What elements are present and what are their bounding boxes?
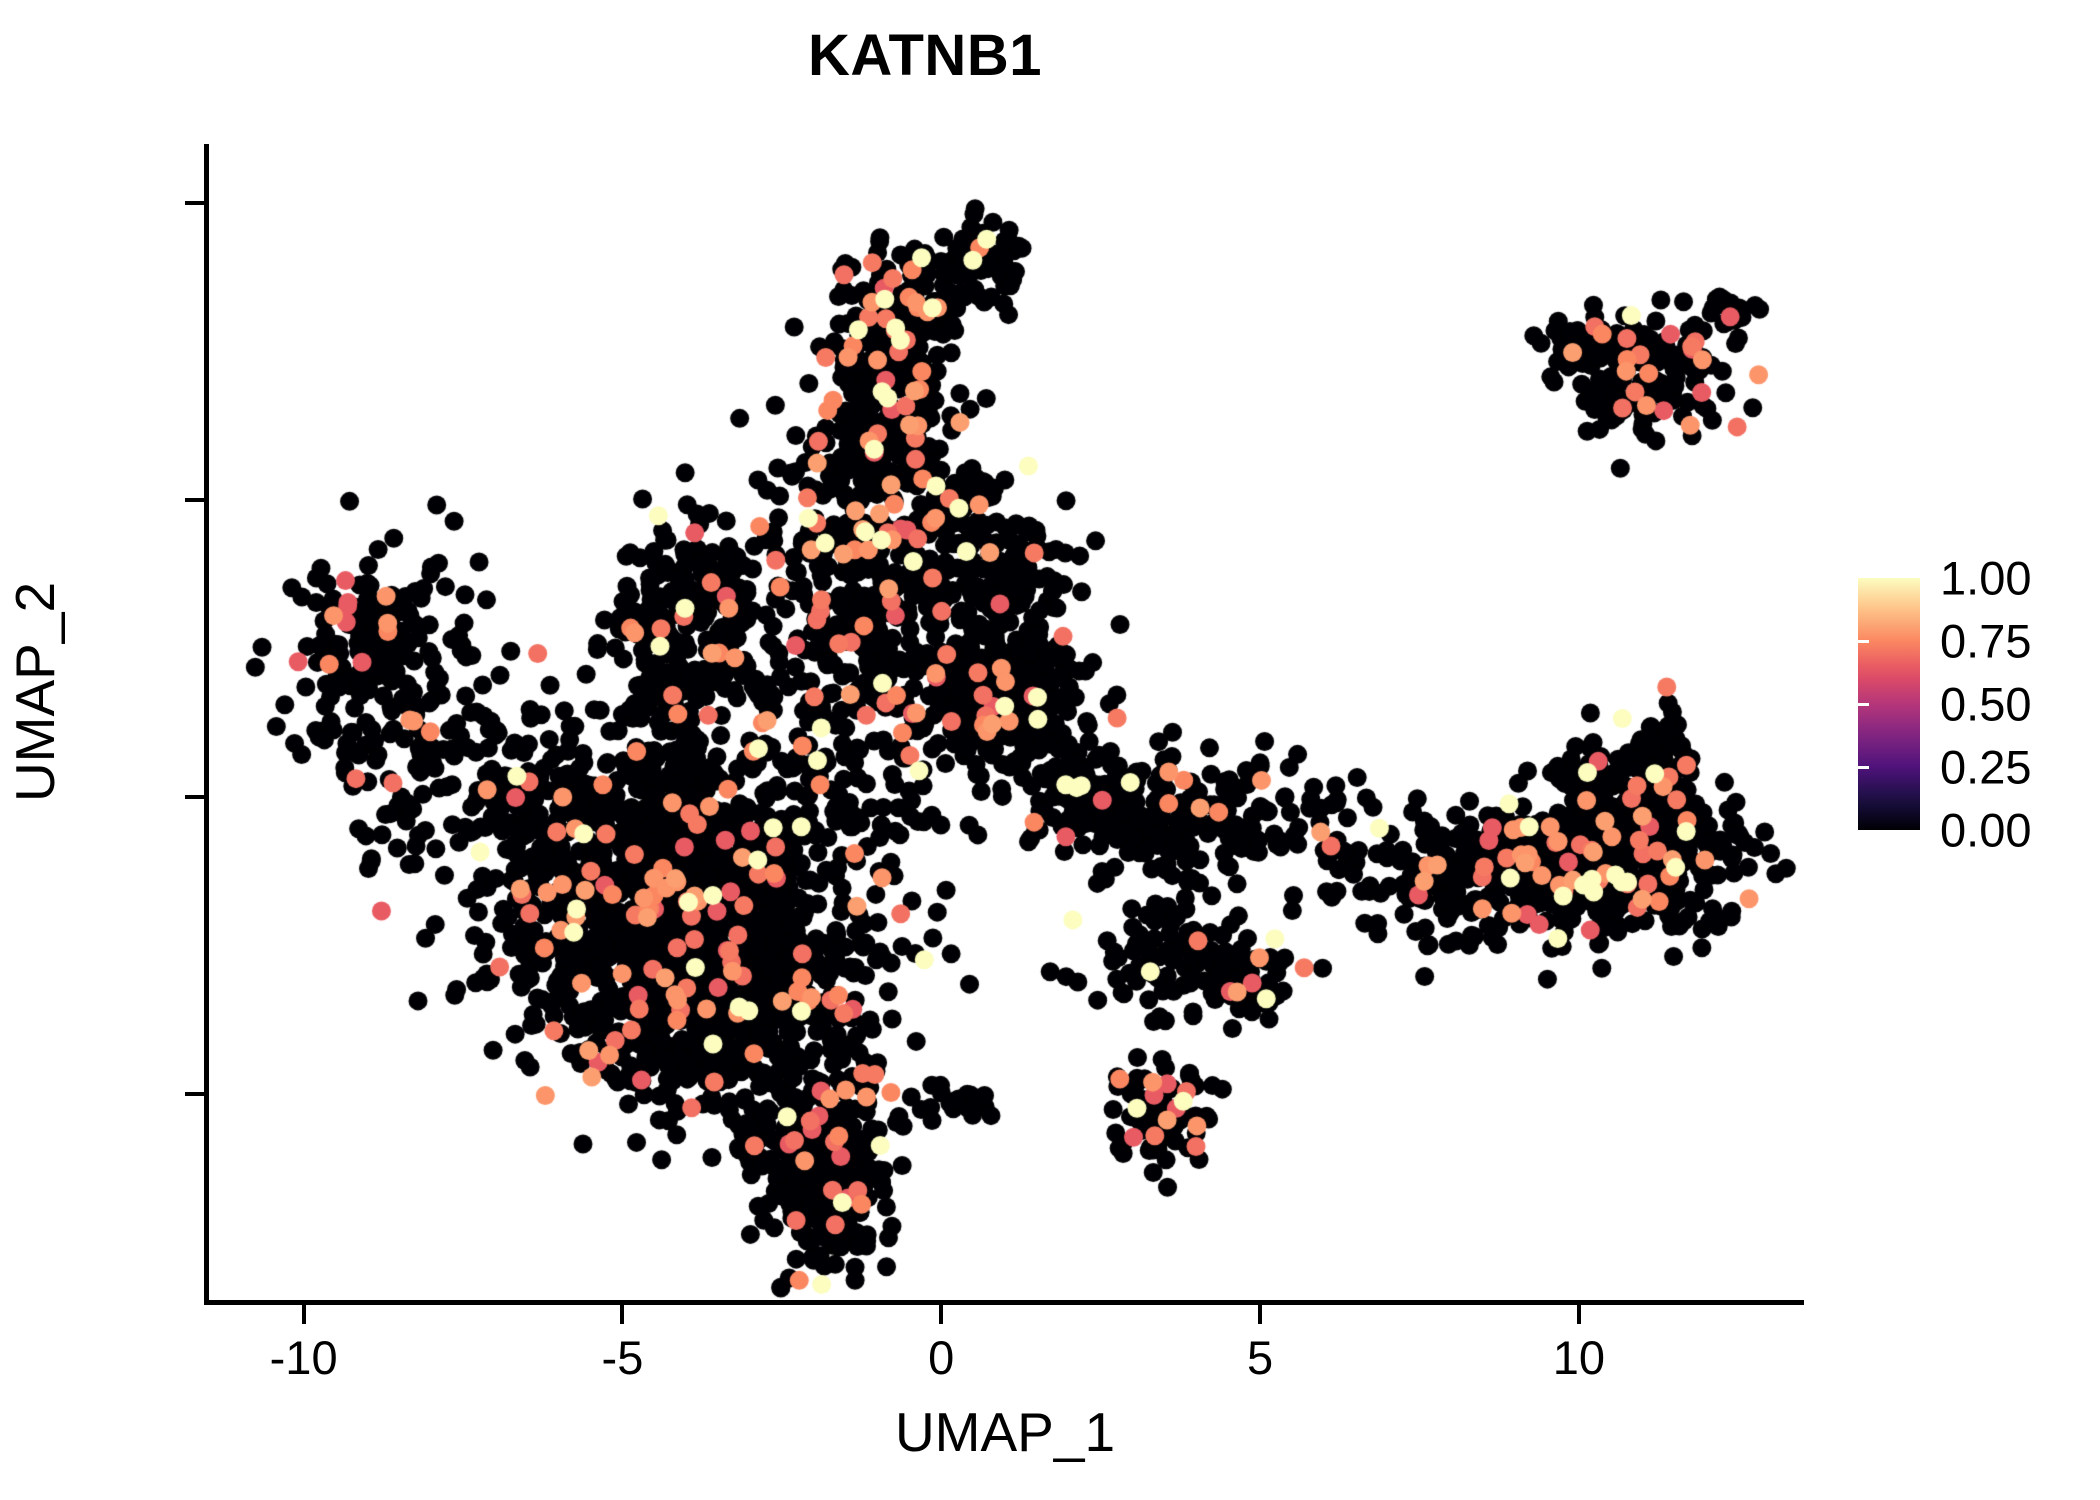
y-axis-line [204, 144, 209, 1304]
y-axis-title: UMAP_2 [4, 581, 66, 803]
colorbar-tick-mark [1858, 640, 1869, 643]
colorbar-tick-mark [1858, 703, 1869, 706]
color-legend: 1.00 0.75 0.50 0.25 0.00 [1858, 552, 2088, 888]
page-title: KATNB1 [808, 23, 1042, 88]
x-tick-label: 0 [928, 1331, 955, 1384]
x-tick-label: -5 [601, 1331, 644, 1384]
colorbar-tick-label: 1.00 [1940, 551, 2032, 605]
plot-panel [208, 144, 1802, 1302]
y-tick-mark [185, 795, 204, 800]
colorbar-tick-label: 0.25 [1940, 740, 2032, 794]
x-tick-label: -10 [269, 1331, 338, 1384]
x-tick-mark [301, 1305, 306, 1324]
colorbar-tick-mark [1858, 766, 1869, 769]
y-tick-mark [185, 498, 204, 503]
scatter-points-canvas [208, 144, 1802, 1302]
colorbar-tick-mark [2077, 766, 2088, 769]
x-axis-title: UMAP_1 [894, 1401, 1116, 1463]
x-tick-mark [939, 1305, 944, 1324]
x-tick-label: 10 [1552, 1331, 1605, 1384]
y-tick-mark [185, 201, 204, 206]
colorbar-tick-label: 0.50 [1940, 677, 2032, 731]
x-tick-mark [1576, 1305, 1581, 1324]
colorbar-tick-mark [2077, 640, 2088, 643]
y-tick-mark [185, 1092, 204, 1097]
colorbar-tick-label: 0.75 [1940, 614, 2032, 668]
x-axis-line [204, 1300, 1804, 1305]
x-tick-mark [620, 1305, 625, 1324]
x-tick-mark [1258, 1305, 1263, 1324]
colorbar-tick-mark [2077, 703, 2088, 706]
x-tick-label: 5 [1246, 1331, 1274, 1384]
colorbar-tick-label: 0.00 [1940, 803, 2032, 857]
